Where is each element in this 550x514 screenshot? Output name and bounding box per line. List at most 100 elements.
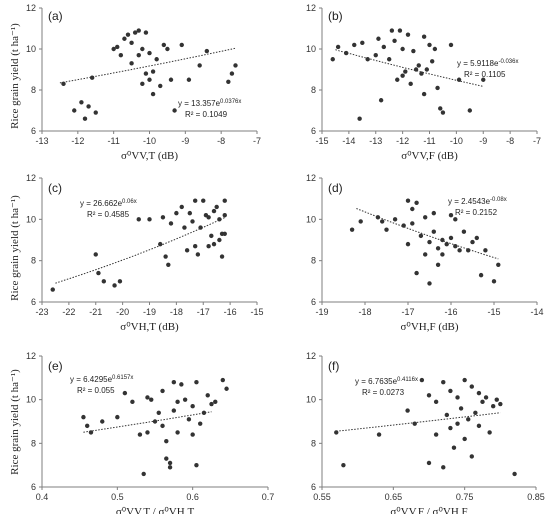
data-point	[117, 279, 123, 284]
data-point	[491, 404, 496, 409]
equation-lhs: y =	[178, 99, 191, 108]
data-point	[441, 380, 446, 385]
data-point	[440, 110, 446, 115]
x-tick-label: -19	[143, 307, 156, 317]
data-point	[360, 40, 365, 46]
data-point	[100, 419, 105, 424]
data-point	[168, 77, 174, 82]
data-point	[423, 215, 428, 220]
data-point	[161, 42, 167, 48]
data-point	[145, 395, 150, 400]
data-point	[115, 414, 120, 420]
data-point	[341, 462, 346, 468]
data-point	[86, 104, 91, 109]
data-point	[217, 237, 222, 243]
r2-label: R² = 0.1105	[464, 70, 506, 79]
x-tick-label: -23	[35, 307, 48, 317]
x-tick-label: -20	[116, 307, 129, 317]
equation-lhs: y =	[355, 377, 368, 386]
data-point	[438, 106, 443, 111]
x-tick-label: 0.85	[527, 492, 545, 502]
equation-label: y = 2.4543e-0.08x	[448, 197, 507, 206]
panel-b: 6 8 10 12 -15 -14 -13 -12 -11 -10 -9 -8 -7 σ⁰VV,F (dB…	[306, 3, 541, 162]
data-point	[205, 393, 210, 398]
data-point	[141, 471, 146, 477]
y-tick-label: 12	[26, 173, 36, 183]
x-tick-label: 0.65	[385, 492, 403, 502]
x-tick-label: -21	[89, 307, 102, 317]
data-point	[451, 445, 457, 450]
data-point	[93, 110, 98, 115]
data-point	[395, 77, 400, 82]
data-point	[373, 52, 378, 58]
y-tick-label: 10	[306, 44, 316, 54]
data-point	[483, 395, 489, 400]
data-point	[498, 401, 503, 407]
equation-lhs: y =	[80, 199, 93, 208]
data-point	[206, 215, 211, 220]
data-point	[140, 46, 145, 52]
equation-coef: 2.4543e	[461, 197, 490, 206]
data-point	[431, 210, 436, 216]
x-tick-label: -16	[224, 307, 237, 317]
data-point	[213, 399, 218, 405]
data-point	[448, 213, 454, 218]
data-point	[474, 235, 479, 241]
y-tick-label: 10	[306, 395, 316, 405]
data-point	[172, 108, 177, 113]
panel-f: 6 8 10 12 0.55 0.65 0.75 0.85 σ⁰VV,F / σ⁰VH,F (f)…	[306, 351, 545, 514]
trend-line	[335, 49, 484, 87]
data-point	[392, 38, 397, 43]
data-point	[427, 42, 432, 48]
data-point	[512, 471, 517, 477]
data-point	[186, 417, 192, 422]
data-point	[448, 42, 454, 48]
data-point	[81, 414, 86, 420]
data-point	[96, 270, 101, 276]
y-tick-label: 10	[26, 214, 36, 224]
data-point	[222, 213, 227, 218]
data-point	[469, 384, 474, 389]
data-point	[414, 270, 419, 276]
data-point	[352, 42, 357, 48]
data-point	[435, 262, 441, 267]
equation-exponent: 0.06x	[122, 199, 137, 205]
data-point	[400, 46, 405, 52]
data-point	[381, 44, 387, 50]
data-point	[343, 50, 349, 56]
data-point	[197, 63, 202, 68]
data-point	[187, 210, 193, 216]
panel-label: (b)	[328, 9, 343, 23]
data-point	[421, 34, 427, 39]
equation-exponent: -0.036x	[498, 59, 518, 65]
x-tick-label: -10	[450, 136, 463, 146]
y-tick-label: 12	[306, 173, 316, 183]
x-tick-label: -15	[315, 136, 328, 146]
data-point	[433, 432, 439, 437]
x-tick-label: -7	[253, 136, 261, 146]
data-point	[426, 460, 432, 466]
data-point	[491, 279, 497, 284]
data-point	[457, 248, 462, 253]
data-point	[426, 393, 432, 398]
data-point	[166, 262, 171, 267]
data-point	[156, 410, 161, 415]
panel-label: (d)	[328, 181, 343, 195]
data-point	[494, 397, 499, 402]
x-tick-label: -19	[315, 307, 328, 317]
y-tick-label: 8	[31, 85, 36, 95]
data-point	[222, 198, 227, 203]
panels: 6 8 10 12 -13 -12 -11 -10 -9 -8 -7 σ⁰VV,T (dB) (a) y …	[26, 3, 545, 514]
x-tick-label: -15	[250, 307, 263, 317]
data-point	[143, 71, 149, 76]
data-point	[380, 219, 385, 224]
data-point	[192, 198, 198, 203]
data-point	[376, 432, 382, 437]
equation-label: y = 13.357e0.0376x	[178, 99, 241, 108]
data-point	[444, 412, 450, 418]
data-point	[150, 91, 156, 97]
panel-label: (c)	[48, 181, 62, 195]
data-point	[130, 399, 135, 405]
x-tick-label: 0.55	[313, 492, 331, 502]
